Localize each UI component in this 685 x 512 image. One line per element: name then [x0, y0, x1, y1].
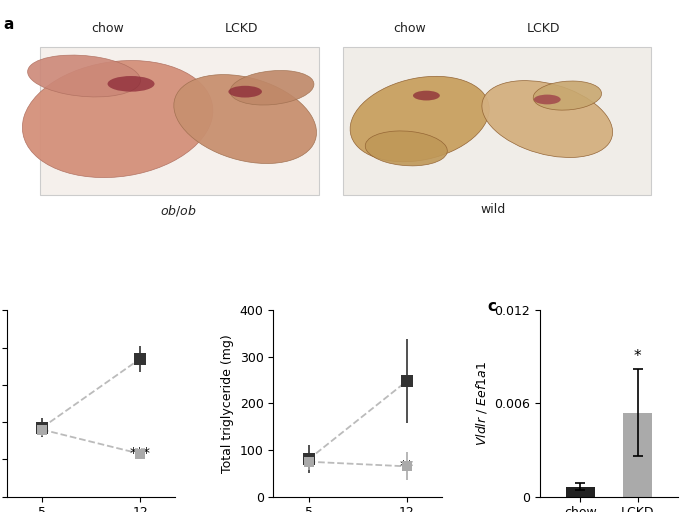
Y-axis label: $\it{Vldlr}$ / $\it{Eef1a1}$: $\it{Vldlr}$ / $\it{Eef1a1}$: [474, 361, 489, 446]
Text: $\it{ob/ob}$: $\it{ob/ob}$: [160, 203, 197, 218]
Text: c: c: [488, 299, 497, 314]
Y-axis label: Total triglyceride (mg): Total triglyceride (mg): [221, 334, 234, 473]
Ellipse shape: [174, 75, 316, 163]
Ellipse shape: [350, 76, 489, 162]
Ellipse shape: [230, 71, 314, 105]
Ellipse shape: [27, 55, 140, 97]
Ellipse shape: [533, 81, 601, 110]
Bar: [566, 486, 595, 497]
Ellipse shape: [534, 95, 560, 104]
Text: a: a: [3, 17, 14, 32]
Text: wild: wild: [481, 203, 506, 216]
Bar: [623, 413, 652, 497]
Text: LCKD: LCKD: [527, 22, 560, 35]
Ellipse shape: [23, 60, 213, 178]
Ellipse shape: [228, 86, 262, 97]
FancyBboxPatch shape: [342, 47, 651, 196]
Ellipse shape: [413, 91, 440, 100]
Text: ***: ***: [129, 446, 151, 460]
Text: *: *: [634, 349, 642, 364]
Text: LCKD: LCKD: [225, 22, 258, 35]
Ellipse shape: [108, 76, 155, 92]
Text: chow: chow: [393, 22, 426, 35]
Ellipse shape: [365, 131, 447, 166]
FancyBboxPatch shape: [40, 47, 319, 196]
Text: **: **: [400, 459, 414, 474]
Text: chow: chow: [91, 22, 124, 35]
Ellipse shape: [482, 80, 612, 158]
